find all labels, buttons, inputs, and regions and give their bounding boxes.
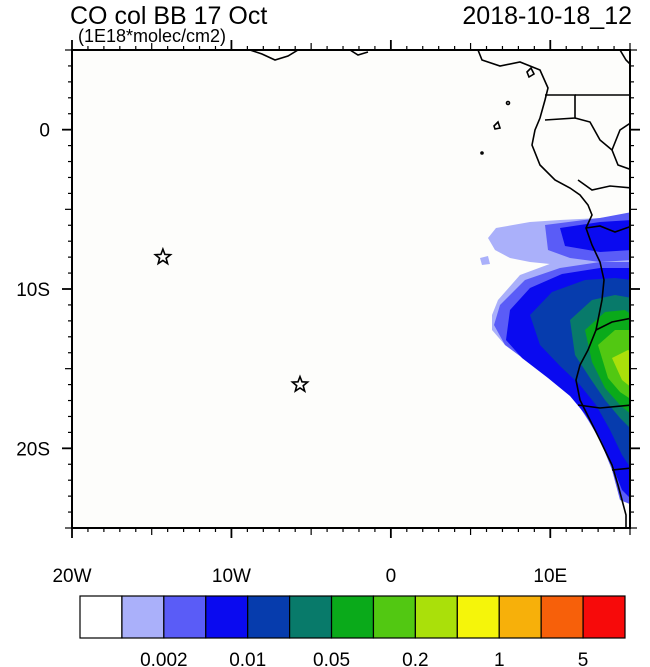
x-axis-labels: 20W 10W 0 10E	[52, 566, 567, 587]
site-markers	[153, 246, 310, 393]
x-tick-label: 10E	[533, 566, 567, 587]
colorbar-swatch	[540, 595, 584, 639]
colorbar-swatch	[163, 595, 207, 639]
y-tick-label: 10S	[16, 280, 50, 301]
axis-ticks	[62, 40, 640, 538]
colorbar-swatch	[79, 595, 123, 639]
y-tick-label: 0	[39, 121, 50, 142]
x-tick-label: 10W	[212, 566, 251, 587]
colorbar-swatch	[121, 595, 165, 639]
colorbar-label: 0.2	[402, 650, 428, 667]
coastlines	[249, 50, 630, 528]
colorbar-label: 1	[494, 650, 505, 667]
colorbar-swatch	[414, 595, 458, 639]
x-tick-label: 20W	[52, 566, 91, 587]
colorbar-swatch	[205, 595, 249, 639]
units-label: (1E18*molec/cm2)	[78, 26, 227, 46]
y-tick-label: 20S	[16, 439, 50, 460]
map-title: CO col BB 17 Oct	[70, 2, 268, 30]
star-marker-2	[290, 374, 310, 393]
colorbar-label: 5	[578, 650, 589, 667]
colorbar-swatch	[582, 595, 626, 639]
colorbar-labels: 0.002 0.01 0.05 0.2 1 5	[140, 650, 588, 667]
x-tick-label: 0	[386, 566, 397, 587]
colorbar-swatch	[372, 595, 416, 639]
y-axis-labels: 0 10S 20S	[16, 121, 50, 461]
colorbar-swatch	[498, 595, 542, 639]
colorbar-swatch	[456, 595, 500, 639]
colorbar-label: 0.002	[140, 650, 188, 667]
timestamp-label: 2018-10-18_12	[462, 2, 632, 30]
colorbar	[79, 595, 626, 639]
colorbar-label: 0.05	[313, 650, 350, 667]
colorbar-label: 0.01	[229, 650, 266, 667]
colorbar-swatch	[330, 595, 375, 639]
star-marker-1	[153, 246, 173, 266]
colorbar-swatch	[247, 595, 291, 639]
colorbar-swatch	[289, 595, 333, 639]
